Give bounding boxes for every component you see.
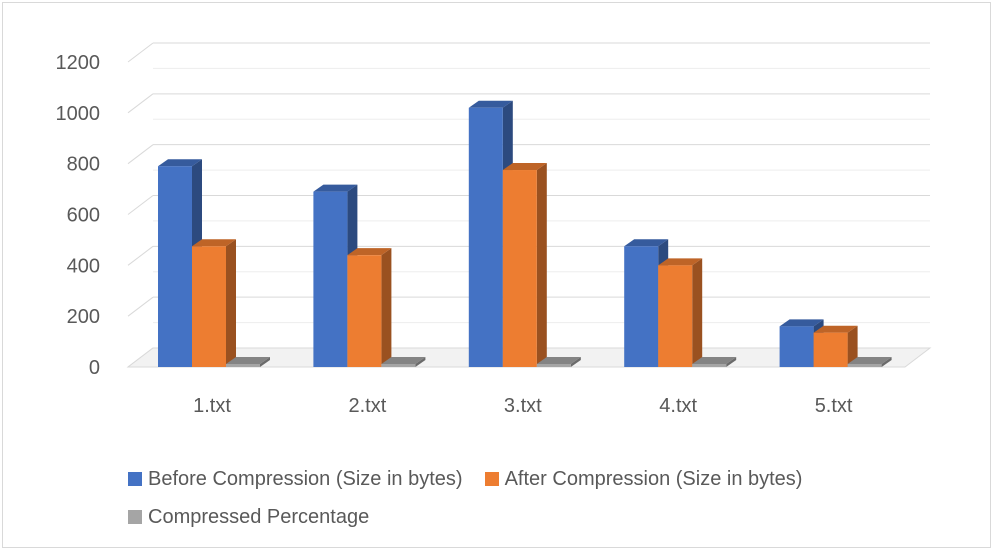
bar-after	[502, 170, 537, 367]
legend-label-percentage: Compressed Percentage	[148, 505, 370, 528]
y-tick-label: 200	[67, 306, 100, 328]
bar-side-after	[381, 248, 392, 367]
bar-percentage	[381, 364, 416, 367]
bar-top-before	[313, 184, 358, 192]
bar-side-after	[847, 325, 858, 367]
bar-top-after	[347, 248, 392, 256]
legend-row-1: Before Compression (Size in bytes) After…	[128, 460, 824, 498]
bar-before	[468, 107, 503, 367]
bar-after	[658, 265, 693, 367]
gridline-depth	[127, 195, 154, 215]
x-tick-label: 2.txt	[349, 395, 387, 417]
bar-top-after	[813, 325, 858, 333]
bar-side-percentage	[881, 357, 892, 367]
legend-swatch-after	[484, 472, 499, 486]
gridline-depth	[127, 245, 154, 266]
bar-after	[192, 246, 226, 367]
bar-before	[779, 326, 814, 367]
legend-item-percentage: Compressed Percentage	[128, 506, 369, 529]
bar-top-after	[192, 239, 236, 247]
gridline-depth	[127, 296, 154, 317]
bar-top-before	[468, 100, 513, 108]
bar-percentage	[847, 364, 882, 367]
legend-label-after: After Compression (Size in bytes)	[504, 467, 803, 490]
x-tick-label: 4.txt	[659, 395, 697, 417]
gridline-depth	[127, 144, 154, 165]
bar-top-before	[158, 159, 202, 167]
bar-side-after	[226, 239, 236, 367]
y-tick-label: 600	[67, 205, 100, 227]
bar-percentage	[692, 364, 727, 367]
bar-after	[347, 255, 382, 367]
y-tick-label: 0	[89, 357, 100, 379]
bar-side-percentage	[415, 357, 426, 367]
y-tick-label: 400	[67, 255, 100, 277]
legend-swatch-before	[128, 472, 142, 486]
bar-percentage	[226, 364, 260, 367]
bar-top-percentage	[226, 357, 270, 364]
bar-top-percentage	[847, 357, 892, 364]
bar-side-after	[692, 258, 703, 367]
x-tick-label: 3.txt	[504, 395, 542, 417]
bar-top-after	[502, 163, 547, 171]
legend-row-2: Compressed Percentage	[128, 498, 824, 536]
x-tick-label: 5.txt	[815, 395, 853, 417]
bar-before	[624, 246, 659, 367]
legend: Before Compression (Size in bytes) After…	[128, 460, 824, 536]
bar-before	[313, 191, 348, 367]
y-tick-label: 1000	[56, 103, 101, 125]
bar-top-before	[624, 239, 669, 247]
bar-top-before	[779, 319, 824, 327]
bar-top-percentage	[381, 357, 426, 364]
bar-side-percentage	[726, 357, 737, 367]
legend-item-before: Before Compression (Size in bytes)	[128, 468, 463, 491]
bar-top-after	[658, 258, 703, 266]
legend-swatch-percentage	[128, 510, 142, 524]
legend-item-after: After Compression (Size in bytes)	[484, 467, 803, 491]
bar-percentage	[536, 364, 571, 367]
y-tick-label: 1200	[56, 52, 101, 74]
x-tick-label: 1.txt	[193, 395, 231, 417]
legend-label-before: Before Compression (Size in bytes)	[148, 467, 463, 490]
bar-side-percentage	[570, 357, 581, 367]
gridline-depth	[127, 93, 154, 114]
bar-after	[813, 332, 848, 367]
bar-side-percentage	[260, 357, 270, 367]
bar-top-percentage	[692, 357, 737, 364]
gridline-depth	[127, 42, 154, 63]
bar-before	[158, 166, 192, 367]
y-tick-label: 800	[67, 154, 100, 176]
bar-side-after	[536, 163, 547, 367]
bar-top-percentage	[536, 357, 581, 364]
